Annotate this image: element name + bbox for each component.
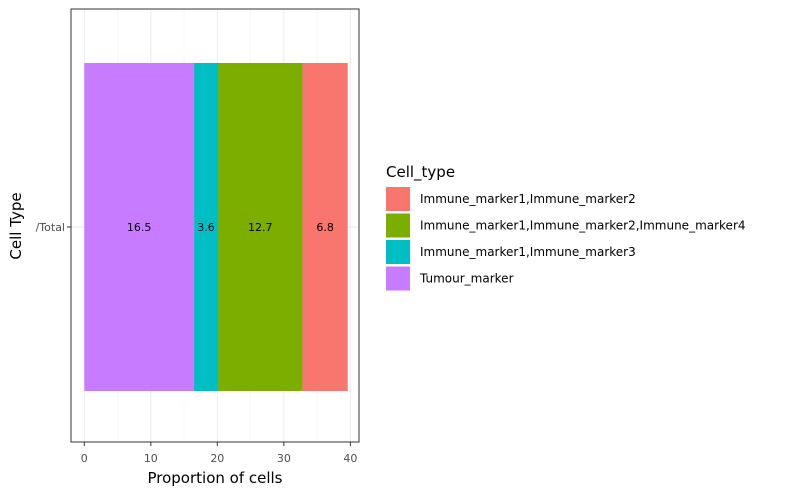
legend-label: Immune_marker1,Immune_marker2	[420, 192, 636, 206]
x-tick-label: 30	[277, 452, 291, 465]
bar-segment	[217, 63, 303, 391]
legend-swatch	[386, 187, 410, 211]
y-axis-title: Cell Type	[7, 192, 25, 259]
bar-labels: 16.5 3.6 12.7 6.8	[127, 221, 334, 234]
legend-swatch	[386, 240, 410, 264]
bar-value-label: 6.8	[316, 221, 334, 234]
legend: Cell_type Immune_marker1,Immune_marker2 I…	[386, 163, 746, 291]
bar-value-label: 12.7	[248, 221, 273, 234]
x-tick-label: 20	[210, 452, 224, 465]
x-axis-title: Proportion of cells	[147, 469, 282, 487]
bar-segment	[302, 63, 348, 391]
legend-label: Tumour_marker	[419, 272, 514, 286]
x-tick-label: 10	[144, 452, 158, 465]
x-tick-label: 0	[81, 452, 88, 465]
x-tick-label: 40	[343, 452, 357, 465]
bar-segment	[84, 63, 195, 391]
x-axis: 0 10 20 30 40	[81, 442, 357, 465]
y-axis: /Total	[36, 221, 71, 234]
bar-value-label: 16.5	[127, 221, 152, 234]
panel-border	[70, 8, 360, 443]
legend-swatch	[386, 266, 410, 291]
bars	[84, 63, 348, 391]
bar-segment	[194, 63, 218, 391]
bar-value-label: 3.6	[197, 221, 215, 234]
y-tick-label: /Total	[36, 221, 65, 234]
legend-label: Immune_marker1,Immune_marker2,Immune_mar…	[420, 219, 746, 233]
legend-label: Immune_marker1,Immune_marker3	[420, 245, 636, 259]
legend-swatch	[386, 213, 410, 238]
legend-title: Cell_type	[386, 163, 455, 182]
